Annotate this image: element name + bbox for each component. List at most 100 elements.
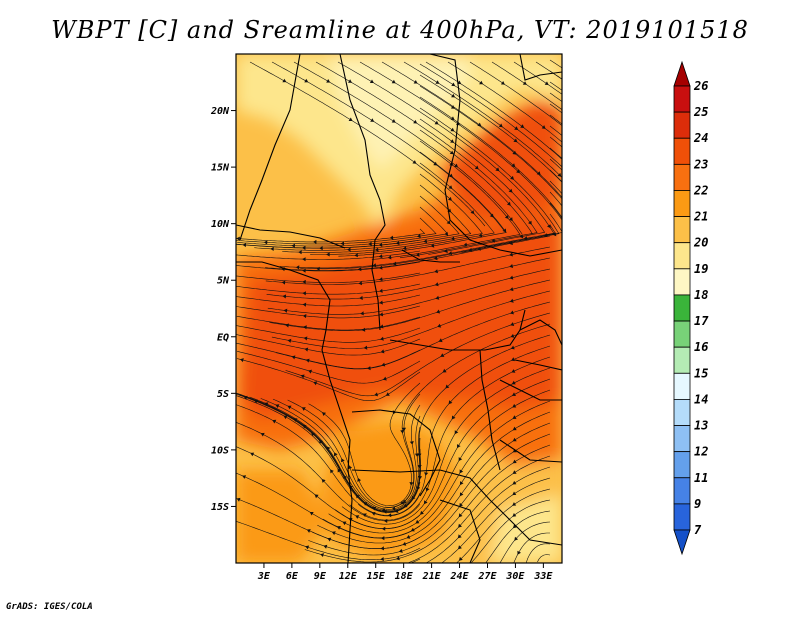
streamline-arrow [313, 239, 317, 244]
streamline [349, 356, 551, 521]
streamline-arrow [474, 165, 479, 170]
streamline-arrow [440, 353, 445, 357]
streamline [293, 61, 523, 235]
streamline-arrow [357, 477, 362, 482]
colorbar-min-arrow [673, 529, 691, 556]
streamline-arrow [295, 265, 300, 270]
streamline-arrow [380, 349, 385, 354]
streamline-arrow [509, 287, 514, 292]
streamline [384, 323, 551, 508]
streamline [236, 334, 421, 356]
streamline [549, 92, 562, 102]
streamline [265, 246, 551, 285]
streamline [328, 389, 551, 534]
streamline-arrow [417, 234, 421, 239]
streamline-arrow [372, 263, 377, 268]
streamline [310, 162, 495, 255]
streamline-arrow [355, 515, 360, 519]
streamline-arrow [394, 509, 399, 513]
colorbar-segment [673, 216, 691, 244]
streamline-arrow [370, 118, 375, 122]
streamline [525, 543, 551, 563]
streamline-arrow [448, 251, 453, 256]
streamline-arrow [512, 459, 517, 464]
streamline-arrow [511, 369, 516, 373]
streamline-arrow [302, 279, 306, 284]
streamline-arrow [342, 521, 347, 526]
streamline [341, 367, 551, 525]
colorbar-segment [673, 137, 691, 165]
streamline-arrow [457, 534, 462, 539]
streamline-arrow [435, 80, 440, 84]
streamline-arrow [302, 314, 307, 319]
streamline-arrow [459, 492, 464, 497]
streamline-arrow [522, 81, 527, 85]
streamline-arrow [305, 545, 310, 550]
lon-label: 3E [257, 571, 271, 582]
streamline-arrow [305, 358, 310, 363]
streamline [549, 114, 562, 125]
lat-label: 5S [217, 389, 229, 400]
colorbar-label: 26 [693, 79, 708, 93]
streamline-arrow [380, 336, 384, 341]
grads-credit: GrADS: IGES/COLA [6, 602, 93, 612]
streamline [337, 61, 555, 236]
streamline-arrow [512, 150, 517, 155]
colorbar-label: 24 [693, 131, 708, 145]
streamline [371, 140, 521, 260]
streamline-arrow [374, 392, 378, 397]
streamline-arrow [358, 281, 362, 286]
streamline-arrow [445, 384, 450, 389]
colorbar-segment [673, 425, 691, 453]
streamline [419, 107, 560, 253]
streamline-arrow [402, 499, 407, 504]
streamline-arrow [309, 512, 314, 516]
streamline-arrow [330, 469, 334, 474]
streamline [308, 382, 421, 507]
streamline-arrow [516, 169, 520, 174]
streamline-arrow [319, 439, 323, 444]
streamline-arrow [442, 368, 447, 373]
streamline-arrow [347, 247, 351, 252]
streamline-arrow [514, 536, 519, 541]
streamline-arrow [282, 78, 287, 83]
streamline [549, 158, 562, 171]
streamline-arrow [454, 163, 458, 168]
streamline-arrow [380, 536, 385, 541]
streamline-arrow [242, 475, 247, 479]
streamline-arrow [433, 161, 438, 166]
streamline-arrow [506, 201, 511, 206]
streamline-arrow [380, 546, 384, 551]
streamline [410, 558, 421, 563]
streamline [419, 96, 562, 218]
streamline-arrow [302, 302, 307, 307]
streamline [537, 554, 551, 563]
streamline [549, 125, 562, 136]
streamline-arrow [382, 376, 387, 381]
streamline-arrow [320, 553, 324, 557]
streamline-arrow [437, 323, 442, 328]
streamline [287, 393, 421, 508]
streamline-arrow [446, 220, 451, 225]
streamline-arrow [406, 534, 411, 539]
streamline-arrow [509, 252, 513, 257]
streamline-arrow [450, 236, 455, 241]
streamline-arrow [458, 457, 463, 462]
streamline-arrow [313, 381, 318, 386]
streamline-arrow [287, 338, 292, 343]
streamline-arrow [402, 246, 407, 251]
streamline [236, 325, 421, 343]
streamline-arrow [541, 125, 546, 129]
streamline-arrow [423, 239, 428, 244]
streamline-arrow [287, 405, 292, 410]
streamline [236, 521, 421, 560]
streamline-arrow [322, 412, 326, 416]
streamline [271, 290, 551, 349]
streamline-arrow [517, 550, 521, 555]
map-frame [235, 53, 563, 564]
latitude-axis: 20N 15N 10N 5N EQ 5S 10S 15S [210, 106, 236, 513]
streamline [267, 268, 551, 315]
streamline-arrow [415, 252, 420, 257]
streamline-arrow [458, 523, 462, 528]
streamline-arrow [300, 374, 305, 379]
